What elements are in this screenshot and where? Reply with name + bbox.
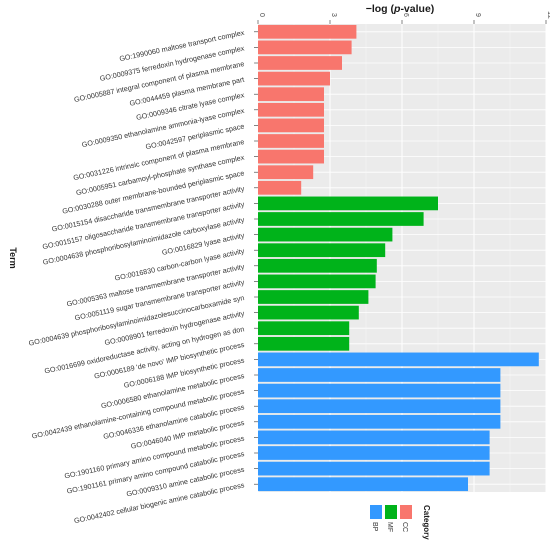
- bar: [258, 305, 359, 320]
- bar: [258, 243, 386, 258]
- bar: [258, 258, 377, 273]
- legend-title: Category: [422, 505, 431, 540]
- bar: [258, 40, 352, 55]
- bar: [258, 430, 490, 445]
- x-tick-label: 9: [474, 13, 481, 17]
- chart-title-italic: p: [393, 3, 401, 15]
- legend-key: [400, 505, 412, 519]
- bar: [258, 212, 424, 226]
- legend-entry-label: MF: [386, 522, 393, 532]
- bar: [258, 414, 501, 429]
- bar: [258, 149, 324, 164]
- bar: [258, 290, 369, 304]
- bar: [258, 196, 438, 211]
- chart-title: −log (p-value): [366, 3, 435, 15]
- x-tick-label: 0: [258, 13, 265, 17]
- bar: [258, 165, 314, 180]
- legend-key: [385, 505, 397, 519]
- bar: [258, 227, 393, 242]
- bar: [258, 102, 324, 117]
- bar: [258, 368, 501, 382]
- bar: [258, 399, 501, 414]
- y-axis-title: Term: [8, 247, 18, 268]
- bar: [258, 134, 324, 148]
- bar: [258, 180, 302, 195]
- legend-key: [370, 505, 382, 519]
- legend: Category BP MF CC: [370, 505, 431, 540]
- bar: [258, 24, 357, 39]
- x-tick-label: 6: [402, 13, 409, 17]
- bar: [258, 336, 350, 351]
- chart-title-prefix: −log (: [366, 3, 395, 15]
- x-tick-label: 3: [330, 13, 337, 17]
- bar: [258, 461, 490, 476]
- legend-entry-label: CC: [401, 522, 408, 532]
- bar: [258, 477, 468, 492]
- term-labels: GO:1990060 maltose transport complexGO:0…: [28, 28, 258, 525]
- bar: [258, 118, 324, 133]
- x-tick-label: 12: [546, 11, 550, 19]
- bar: [258, 321, 350, 336]
- bar: [258, 383, 501, 398]
- bar: [258, 56, 342, 70]
- chart-title-suffix: -value): [400, 3, 434, 15]
- bar: [258, 446, 490, 460]
- bar: [258, 274, 376, 289]
- x-axis-ticks: 0 3 6 9 12: [257, 11, 550, 24]
- bar: [258, 71, 330, 86]
- bars: [258, 24, 539, 492]
- legend-entry-label: BP: [371, 522, 378, 532]
- bar: [258, 352, 539, 367]
- bar: [258, 87, 324, 102]
